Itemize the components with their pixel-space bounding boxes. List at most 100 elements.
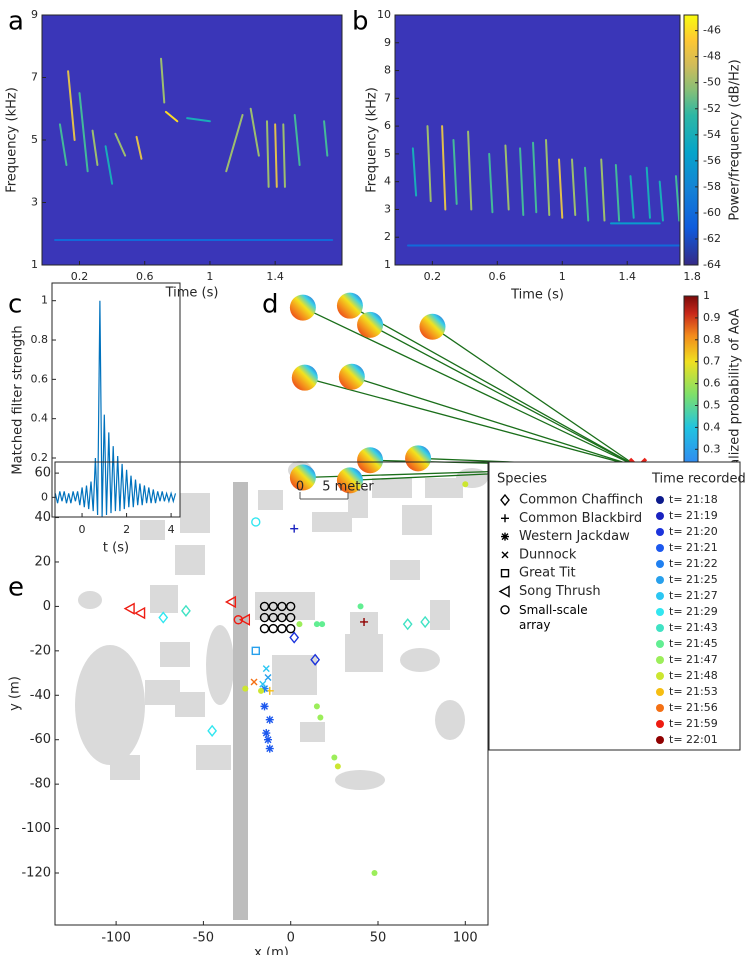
legend-label: Great Tit xyxy=(519,566,576,581)
circle-marker xyxy=(286,601,296,612)
legend-label: t= 21:53 xyxy=(669,685,718,698)
call-trace xyxy=(571,158,577,216)
asterisk-marker xyxy=(262,729,271,738)
call-trace xyxy=(160,57,166,104)
building xyxy=(312,512,352,532)
call-trace xyxy=(91,129,99,166)
y-tick-label: 1 xyxy=(384,258,391,271)
circle-marker xyxy=(286,623,296,634)
array-sphere xyxy=(336,467,363,494)
triangle-marker xyxy=(498,585,510,598)
y-tick-label: 0.2 xyxy=(31,451,49,464)
call-trace xyxy=(504,144,510,211)
x-tick-label: -50 xyxy=(193,931,214,946)
x-tick-label: 100 xyxy=(453,931,478,946)
building xyxy=(140,520,165,540)
diamond-marker xyxy=(158,611,169,624)
y-tick-label: 5 xyxy=(31,133,38,146)
call-trace xyxy=(249,107,260,157)
aoa-line xyxy=(369,324,673,486)
colorbar-tick-label: -62 xyxy=(703,232,721,245)
x-marker xyxy=(264,674,272,681)
colorbar-tick-label: 1 xyxy=(703,289,710,302)
call-trace xyxy=(441,125,447,211)
y-tick-label: 9 xyxy=(31,8,38,21)
park xyxy=(78,591,102,609)
colorbar-tick-label: 0.5 xyxy=(703,399,721,412)
dot-marker xyxy=(258,687,265,694)
colorbar-label: Power/frequency (dB/Hz) xyxy=(728,59,743,220)
x-tick-label: 0.2 xyxy=(71,270,89,283)
y-tick-label: 4 xyxy=(384,175,391,188)
legend-swatch xyxy=(656,528,664,536)
asterisk-marker xyxy=(501,532,509,541)
call-trace xyxy=(614,164,621,222)
colorbar-tick-label: -64 xyxy=(703,258,721,271)
x-tick-label: 0.2 xyxy=(424,270,442,283)
triangle-marker xyxy=(123,602,135,615)
legend-title: Species xyxy=(497,472,547,487)
building xyxy=(425,478,463,498)
call-trace xyxy=(58,123,68,166)
aoa-line xyxy=(304,377,673,477)
y-tick-label: 20 xyxy=(34,554,51,569)
call-trace xyxy=(519,147,525,216)
y-axis-label: y (m) xyxy=(8,676,23,711)
legend-label: t= 22:01 xyxy=(669,733,718,746)
panel-label: a xyxy=(8,7,24,37)
square-marker xyxy=(500,569,510,578)
call-trace xyxy=(186,117,211,123)
y-tick-label: 10 xyxy=(377,8,391,21)
x-axis-label: x (m) xyxy=(254,946,289,955)
asterisk-marker xyxy=(264,735,273,744)
circle-marker xyxy=(233,615,244,625)
legend-swatch xyxy=(656,736,664,744)
plot-frame xyxy=(51,282,181,518)
call-trace xyxy=(467,130,473,211)
legend-label: t= 21:27 xyxy=(669,589,718,602)
colorbar-tick-label: -50 xyxy=(703,76,721,89)
y-axis-label: Frequency (kHz) xyxy=(5,87,20,193)
y-axis-label: Frequency (kHz) xyxy=(365,87,380,193)
asterisk-marker xyxy=(260,684,269,693)
park xyxy=(75,645,145,765)
x-tick-label: 0 xyxy=(287,931,295,946)
y-tick-label: -40 xyxy=(30,688,51,703)
call-trace xyxy=(104,145,114,185)
colorbar-tick-label: 0.6 xyxy=(703,377,721,390)
dot-marker xyxy=(317,714,324,721)
dot-marker xyxy=(331,754,338,761)
array-sphere xyxy=(419,313,446,340)
legend-swatch xyxy=(656,704,664,712)
y-tick-label: 60 xyxy=(34,466,51,481)
legend-title: Time recorded xyxy=(651,472,746,487)
building xyxy=(430,600,450,630)
diamond-marker xyxy=(500,493,510,507)
building xyxy=(390,560,420,580)
building xyxy=(372,478,412,498)
array-sphere xyxy=(357,311,384,338)
x-tick-label: 4 xyxy=(168,523,175,536)
plot-frame xyxy=(54,461,489,926)
y-tick-label: 8 xyxy=(384,64,391,77)
diamond-marker xyxy=(207,724,218,737)
building xyxy=(402,505,432,535)
park xyxy=(400,648,440,672)
colorbar-tick-label: 0.3 xyxy=(703,442,721,455)
call-trace xyxy=(426,125,432,203)
y-tick-label: 0 xyxy=(43,599,51,614)
x-tick-label: 1 xyxy=(559,270,566,283)
y-tick-label: 0.6 xyxy=(31,372,49,385)
call-trace xyxy=(645,166,651,219)
y-tick-label: 0.8 xyxy=(31,333,49,346)
legend-label: t= 21:56 xyxy=(669,701,718,714)
y-tick-label: 1 xyxy=(31,258,38,271)
call-trace xyxy=(323,120,329,157)
scale-label: 0 xyxy=(296,480,304,495)
y-tick-label: -100 xyxy=(21,821,51,836)
asterisk-marker xyxy=(265,744,274,753)
dot-marker xyxy=(334,763,341,770)
plus-marker xyxy=(290,524,299,533)
legend-label: t= 21:25 xyxy=(669,573,718,586)
legend-label: t= 21:59 xyxy=(669,717,718,730)
